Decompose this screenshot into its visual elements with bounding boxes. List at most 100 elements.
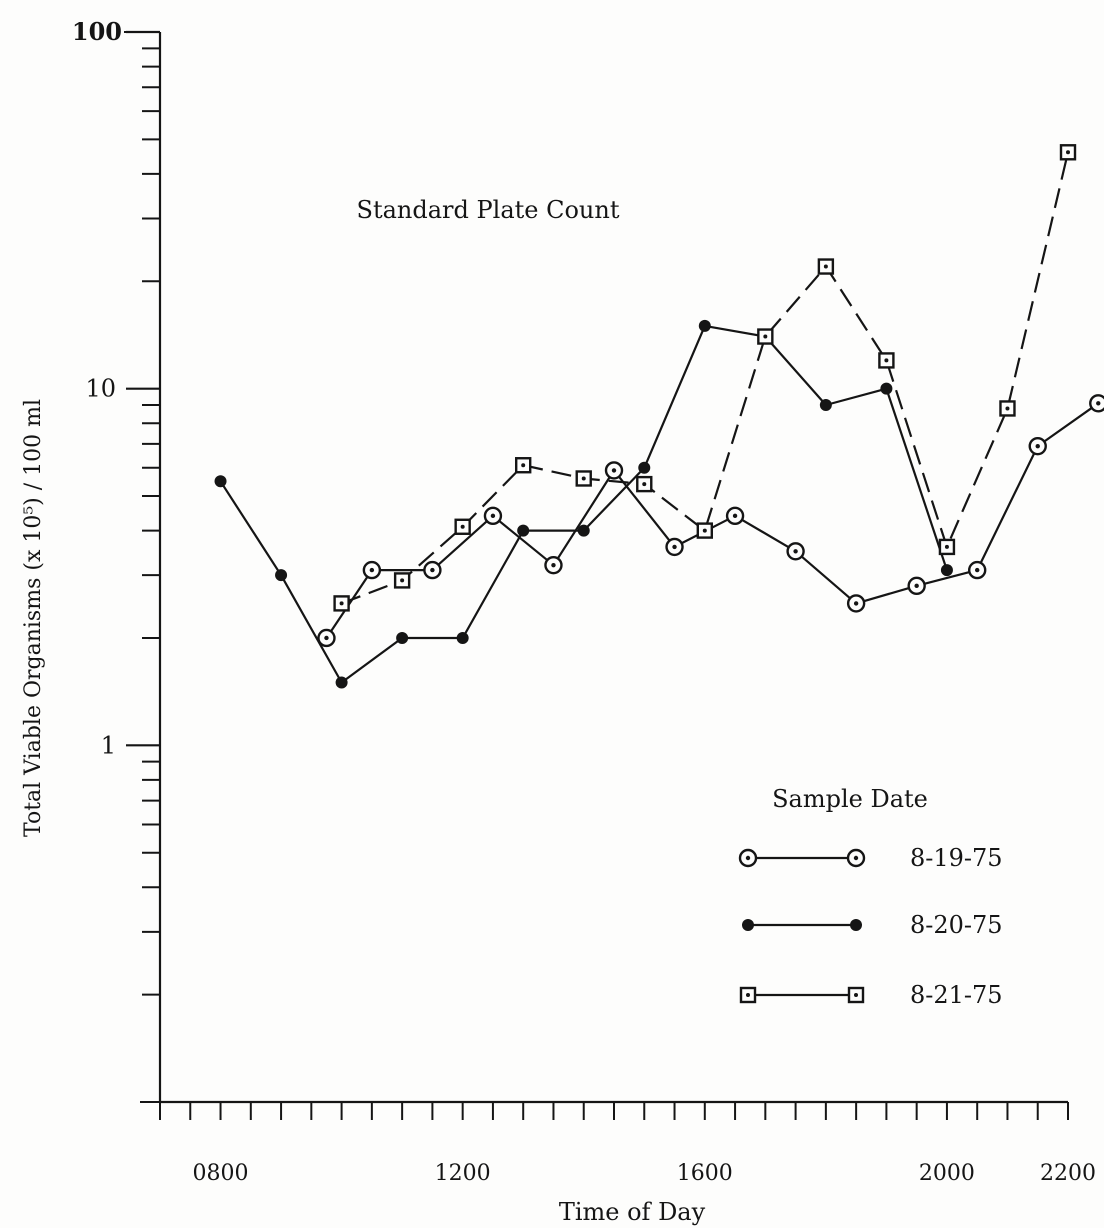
data-point	[819, 398, 832, 411]
point-center	[1035, 443, 1040, 449]
data-point	[483, 506, 503, 526]
point-center	[672, 544, 677, 550]
data-point	[878, 352, 895, 369]
data-point	[846, 848, 866, 868]
x-tick-label: 1200	[435, 1161, 491, 1186]
chart-axes: 0800 1200 1600 2000 2200 1 10 100	[72, 17, 1096, 1186]
chart-title: Standard Plate Count	[357, 196, 620, 224]
y-axis-label: Total Viable Organisms (x 10⁵) / 100 ml	[21, 399, 46, 837]
point-center	[702, 528, 707, 533]
data-point	[907, 576, 926, 596]
series-8-19-75	[317, 394, 1104, 648]
y-tick-label: 1	[101, 731, 116, 759]
point-center	[854, 993, 858, 997]
data-point	[317, 628, 336, 648]
series-line	[325, 402, 1099, 639]
point-center	[581, 476, 586, 481]
point-center	[823, 264, 828, 269]
point-marker	[517, 524, 530, 537]
data-point	[880, 382, 893, 395]
point-center	[884, 358, 889, 363]
data-point	[636, 475, 653, 493]
data-point	[757, 328, 774, 345]
legend-item: 8-20-75	[742, 911, 1003, 939]
data-point	[335, 676, 348, 689]
legend-title: Sample Date	[772, 785, 928, 813]
point-center	[1066, 150, 1070, 155]
point-center	[853, 855, 859, 861]
y-tick-label: 100	[72, 17, 122, 46]
data-point	[725, 506, 745, 526]
point-center	[746, 993, 750, 997]
data-point	[968, 560, 987, 580]
point-center	[853, 601, 859, 606]
point-center	[339, 601, 344, 606]
x-tick-label: 2000	[919, 1161, 975, 1186]
point-marker	[335, 676, 348, 689]
legend: 8-19-75 8-20-75 8-21-75	[738, 844, 1003, 1009]
data-point	[846, 594, 866, 613]
data-point	[577, 524, 590, 537]
x-tick-label: 0800	[193, 1161, 249, 1186]
legend-item: 8-21-75	[739, 981, 1003, 1009]
data-point	[696, 522, 713, 539]
series-8-21-75	[333, 144, 1077, 612]
data-point	[742, 919, 754, 931]
data-point	[362, 560, 382, 580]
series-line	[219, 324, 948, 684]
point-center	[521, 463, 526, 468]
point-center	[914, 583, 919, 589]
data-point	[786, 542, 805, 561]
point-center	[975, 567, 980, 573]
point-marker	[638, 461, 651, 474]
data-point	[544, 555, 563, 575]
data-point	[1089, 394, 1104, 413]
point-center	[1005, 406, 1010, 411]
data-point	[1059, 144, 1077, 161]
point-marker	[819, 398, 832, 411]
data-point	[456, 631, 469, 644]
point-marker	[880, 382, 893, 395]
data-point	[738, 848, 758, 868]
point-marker	[456, 631, 469, 644]
data-point	[847, 986, 865, 1004]
x-tick-label: 1600	[677, 1161, 733, 1186]
legend-label: 8-20-75	[910, 911, 1003, 939]
point-center	[430, 567, 435, 573]
data-point	[333, 595, 350, 612]
data-point	[999, 400, 1016, 417]
point-marker	[940, 564, 953, 577]
point-center	[324, 635, 329, 641]
data-point	[739, 986, 757, 1004]
point-marker	[396, 631, 409, 644]
chart-series-group	[214, 144, 1104, 689]
point-marker	[742, 919, 754, 931]
point-center	[642, 482, 647, 487]
point-center	[763, 334, 768, 339]
point-marker	[214, 475, 227, 488]
data-point	[396, 631, 409, 644]
data-point	[850, 919, 862, 931]
point-center	[369, 567, 375, 573]
point-center	[611, 468, 617, 473]
point-center	[460, 524, 465, 529]
data-point	[214, 475, 227, 488]
point-center	[732, 513, 738, 519]
point-marker	[850, 919, 862, 931]
point-marker	[275, 569, 288, 582]
data-point	[604, 461, 624, 480]
point-center	[400, 578, 405, 583]
x-axis-label: Time of Day	[559, 1198, 706, 1226]
point-center	[551, 562, 556, 568]
point-marker	[698, 319, 711, 332]
data-point	[275, 569, 288, 582]
point-center	[1096, 401, 1101, 406]
legend-label: 8-21-75	[910, 981, 1003, 1009]
data-point	[575, 470, 592, 487]
y-tick-label: 10	[85, 375, 116, 403]
data-point	[1028, 436, 1047, 456]
data-point	[940, 564, 953, 577]
data-point	[517, 524, 530, 537]
data-point	[665, 537, 684, 557]
